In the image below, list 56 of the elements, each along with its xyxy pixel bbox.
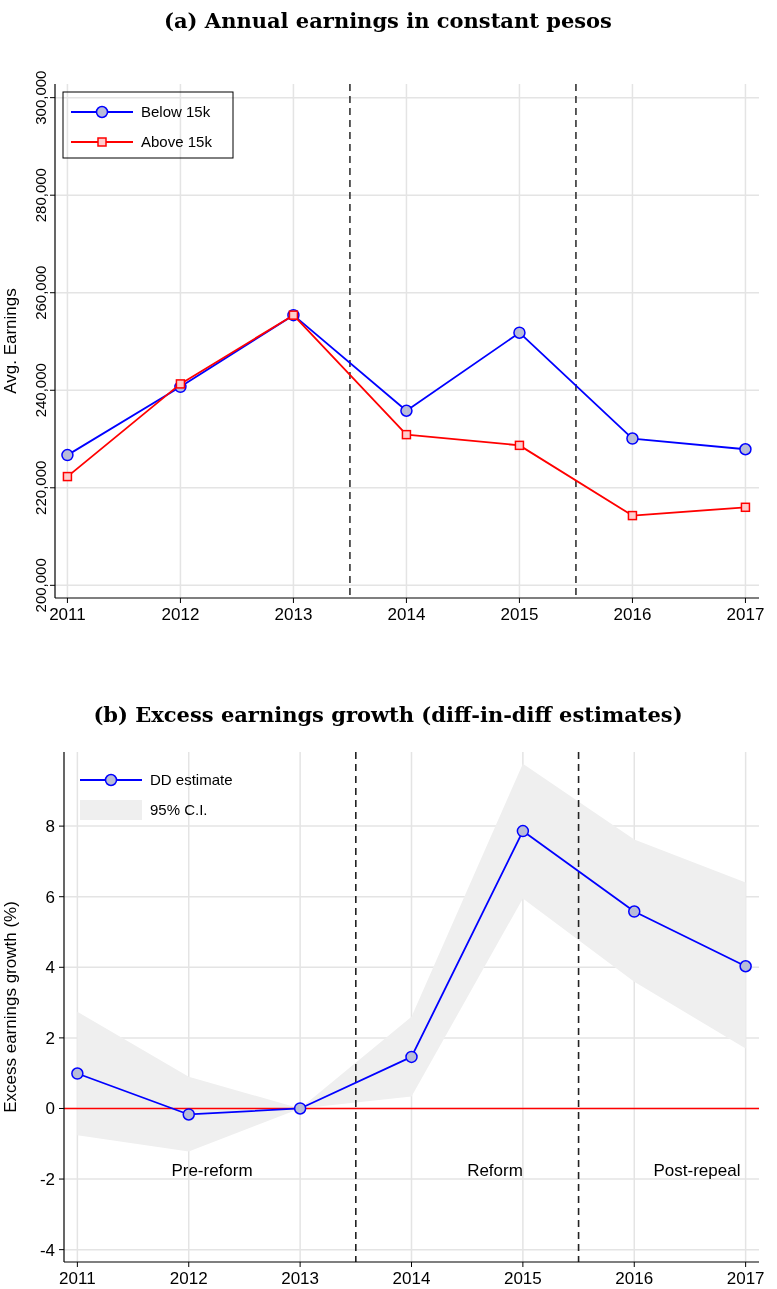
annotation: Reform	[467, 1160, 523, 1180]
point	[293, 1102, 307, 1115]
point	[71, 1067, 84, 1080]
x-tick-label: 2011	[59, 1269, 96, 1288]
x-tick-label: 2013	[281, 1269, 320, 1288]
x-tick-label: 2012	[169, 1269, 208, 1288]
x-tick-label: 2014	[387, 605, 426, 624]
point	[62, 471, 73, 482]
point	[175, 379, 186, 389]
point	[628, 905, 641, 918]
chart-title: (b) Excess earnings growth (diff-in-diff estimates)	[93, 702, 683, 727]
x-tick-label: 2013	[274, 605, 313, 624]
x-tick-label: 2015	[503, 1269, 542, 1288]
point	[61, 448, 74, 462]
annotation: Pre-reform	[171, 1160, 253, 1180]
y-tick-label: 300,000	[32, 70, 49, 125]
y-tick-label: 220,000	[32, 460, 49, 515]
y-tick-label: 240,000	[32, 363, 49, 418]
point	[516, 824, 530, 838]
y-tick-label: -2	[39, 1170, 55, 1190]
point	[514, 440, 525, 451]
point	[182, 1108, 195, 1121]
legend-label: Below 15k	[141, 103, 211, 121]
x-tick-label: 2016	[613, 605, 652, 624]
y-tick-label: 6	[45, 887, 55, 907]
y-tick-label: 4	[45, 958, 55, 978]
x-tick-label: 2017	[726, 605, 765, 624]
point	[400, 404, 413, 417]
point	[626, 432, 639, 445]
y-axis-title: Avg. Earnings	[1, 288, 20, 394]
y-tick-label: 260,000	[32, 265, 49, 320]
point	[513, 326, 526, 339]
x-tick-label: 2014	[392, 1269, 431, 1288]
y-tick-label: 2	[45, 1028, 55, 1048]
x-tick-label: 2017	[726, 1269, 765, 1288]
y-axis-title: Excess earnings growth (%)	[1, 901, 20, 1113]
annotation: 95% C.I.	[150, 801, 208, 819]
point	[739, 959, 752, 973]
x-tick-label: 2012	[161, 605, 200, 624]
point	[740, 502, 751, 513]
x-tick-label: 2015	[500, 605, 539, 624]
legend-label: Above 15k	[141, 133, 213, 151]
y-tick-label: -4	[39, 1240, 55, 1260]
point	[401, 429, 412, 440]
point	[627, 510, 638, 521]
chart-title: (a) Annual earnings in constant pesos	[164, 8, 612, 33]
point	[405, 1050, 418, 1064]
annotation: Post-repeal	[653, 1160, 741, 1180]
y-tick-label: 0	[45, 1099, 55, 1119]
legend-label: DD estimate	[150, 771, 233, 789]
point	[739, 443, 752, 456]
x-tick-label: 2011	[49, 605, 86, 624]
y-tick-label: 8	[45, 817, 55, 837]
y-tick-label: 200,000	[32, 558, 49, 613]
x-tick-label: 2016	[615, 1269, 654, 1288]
y-tick-label: 280,000	[32, 168, 49, 223]
